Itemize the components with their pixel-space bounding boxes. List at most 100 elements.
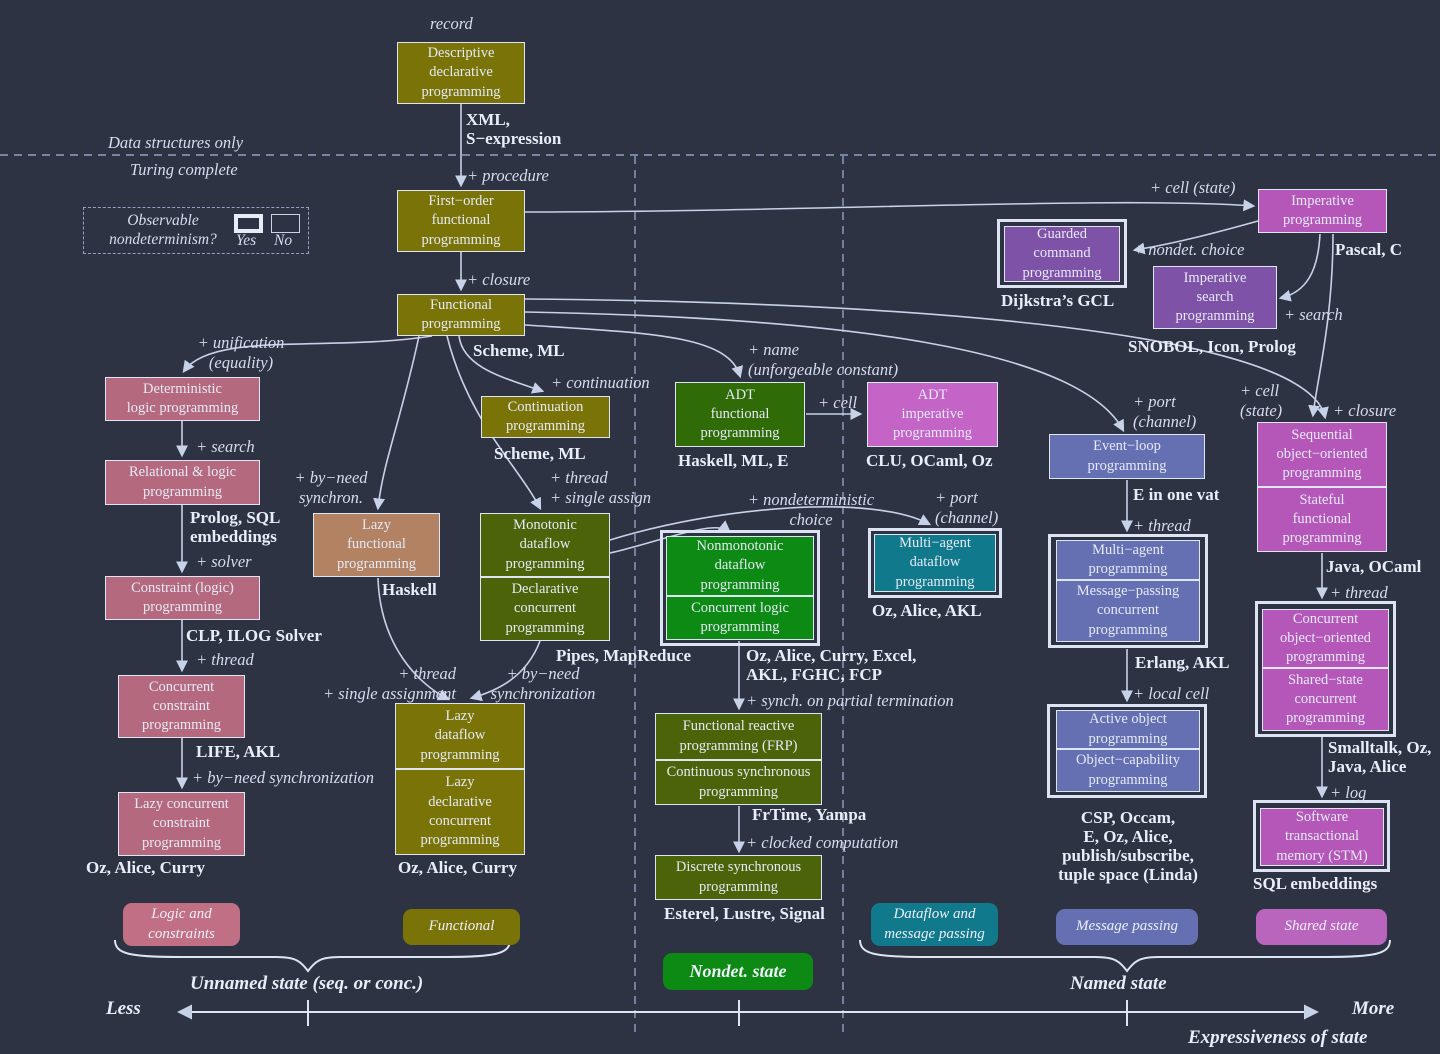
- legend-observable-nondeterminism: Observable nondeterminism? Yes No: [83, 207, 309, 254]
- label-scheme-ml-1: Scheme, ML: [473, 341, 565, 360]
- group-multiagent-dataflow-frame: [868, 528, 1002, 598]
- node-line: logic programming: [126, 400, 239, 416]
- node-line: Sequential: [1291, 426, 1353, 443]
- group-concurrent-oo-stack: [1255, 601, 1396, 737]
- node-guarded-command: Guarded command programming: [1004, 226, 1120, 282]
- arrow-functional-to-deterministic-logic: [182, 335, 433, 373]
- node-line: programming: [700, 425, 780, 442]
- node-line: programming: [420, 832, 500, 849]
- node-active-object: Active object programming: [1056, 710, 1200, 749]
- badge-dataflow-message-passing: Dataflow and message passing: [871, 903, 998, 946]
- node-line: programming (FRP): [679, 737, 798, 754]
- node-line: programming: [421, 83, 501, 100]
- label-plus-byneed-synchron: + by−need synchron.: [294, 468, 368, 508]
- node-discrete-synchronous: Discrete synchronous programming: [655, 855, 822, 900]
- node-line: programming: [1087, 457, 1167, 474]
- group-guarded-frame: [997, 219, 1127, 288]
- label-e-in-one-vat: E in one vat: [1133, 485, 1220, 504]
- label-named-state: Named state: [1070, 973, 1167, 994]
- label-plus-port-channel-1: + port (channel): [935, 488, 999, 528]
- node-line: Imperative: [1183, 269, 1247, 286]
- legend-no-label: No: [274, 232, 293, 249]
- node-line: programming: [699, 783, 778, 800]
- node-shared-state-concurrent: Shared−state concurrent programming: [1262, 668, 1389, 731]
- arrow-imperative-to-sequential-oo: [1308, 233, 1334, 418]
- arrow-functional-to-sequential-oo: [524, 298, 1329, 420]
- node-descriptive-declarative: Descriptive declarative programming: [397, 42, 525, 104]
- node-lazy-dataflow: Lazy dataflow programming: [395, 703, 525, 769]
- node-adt-imperative: ADT imperative programming: [867, 382, 998, 447]
- arrow-monotonic-to-multiagent-dataflow: [609, 506, 932, 541]
- node-line: Multi−agent: [899, 535, 971, 552]
- label-plus-port-channel-2: + port (channel): [1133, 392, 1197, 432]
- badge-logic-and-constraints: Logic and constraints: [123, 903, 240, 946]
- label-plus-cell-state-right: + cell (state): [1240, 381, 1283, 421]
- node-line: programming: [1286, 649, 1365, 666]
- node-line: ADT: [917, 386, 948, 403]
- node-line: Lazy: [362, 517, 391, 534]
- node-line: programming: [421, 231, 501, 248]
- node-line: programming: [421, 316, 501, 332]
- node-line: programming: [505, 619, 585, 636]
- label-haskell-ml-e: Haskell, ML, E: [678, 451, 789, 470]
- node-line: declarative: [428, 793, 492, 810]
- node-line: Object−capability: [1076, 752, 1180, 769]
- node-line: Functional reactive: [682, 718, 795, 735]
- node-line: Message−passing: [1076, 583, 1180, 600]
- node-line: programming: [700, 619, 780, 635]
- node-concurrent-logic: Concurrent logic programming: [666, 596, 814, 640]
- node-line: programming: [1175, 308, 1255, 325]
- label-plus-byneed-synchronization-2: + by−need synchronization: [490, 664, 596, 704]
- label-plus-cell-state-top: + cell (state): [1150, 178, 1236, 197]
- node-line: Descriptive: [427, 45, 495, 62]
- badge-line: Shared state: [1284, 918, 1359, 935]
- label-dijkstras-gcl: Dijkstra’s GCL: [1001, 291, 1115, 310]
- node-line: programming: [699, 878, 778, 895]
- label-plus-thread-left: + thread: [196, 650, 254, 669]
- label-clp-ilog-solver: CLP, ILOG Solver: [186, 626, 322, 645]
- arrow-declarative-to-lazy-dataflow: [469, 640, 541, 702]
- label-frtime-yampa: FrTime, Yampa: [752, 805, 867, 824]
- node-imperative-search: Imperative search programming: [1153, 266, 1277, 329]
- node-nonmonotonic-dataflow: Nonmonotonic dataflow programming: [666, 536, 814, 596]
- node-functional-reactive: Functional reactive programming (FRP): [655, 713, 822, 760]
- label-clu-ocaml-oz: CLU, OCaml, Oz: [866, 451, 993, 470]
- node-line: Continuous synchronous: [666, 764, 811, 781]
- arrow-imperative-to-imperative-search: [1278, 233, 1321, 302]
- node-functional-programming: Functional programming: [397, 294, 525, 336]
- label-plus-unification: + unification (equality): [197, 333, 285, 373]
- label-csp-occam-linda: CSP, Occam, E, Oz, Alice, publish/subscr…: [1058, 808, 1198, 885]
- arrow-functional-to-lazy-functional: [373, 335, 420, 511]
- label-oz-alice-curry-2: Oz, Alice, Curry: [398, 858, 517, 877]
- label-sql-embeddings: SQL embeddings: [1253, 874, 1378, 893]
- label-xml-s-expression: XML, S−expression: [466, 110, 562, 149]
- node-line: programming: [1022, 264, 1102, 281]
- node-line: ADT: [725, 386, 755, 403]
- badge-nondet-state: Nondet. state: [663, 953, 813, 990]
- node-line: programming: [142, 834, 221, 851]
- node-line: Constraint (logic): [131, 579, 234, 596]
- node-line: programming: [895, 573, 975, 590]
- node-line: object−oriented: [1279, 629, 1372, 646]
- node-imperative-programming: Imperative programming: [1258, 189, 1387, 233]
- label-plus-nondeterministic-choice: + nondeterministic choice: [747, 490, 875, 530]
- label-plus-procedure: + procedure: [467, 166, 549, 185]
- node-line: Functional: [429, 296, 493, 313]
- node-line: Concurrent: [148, 678, 215, 695]
- label-oz-alice-curry-excel: Oz, Alice, Curry, Excel, AKL, FGHC, FCP: [746, 646, 917, 685]
- node-lazy-concurrent-constraint: Lazy concurrent constraint programming: [118, 792, 245, 856]
- node-line: dataflow: [519, 536, 571, 553]
- label-plus-name: + name (unforgeable constant): [748, 340, 899, 380]
- node-line: transactional: [1284, 828, 1360, 845]
- label-plus-continuation: + continuation: [551, 373, 650, 392]
- node-line: imperative: [901, 405, 964, 422]
- badge-functional: Functional: [403, 909, 520, 945]
- node-declarative-concurrent: Declarative concurrent programming: [480, 577, 610, 641]
- group-multiagent-stack: [1048, 534, 1208, 648]
- label-plus-solver: + solver: [196, 552, 252, 571]
- label-life-akl: LIFE, AKL: [196, 742, 281, 761]
- node-software-transactional-memory: Software transactional memory (STM): [1260, 808, 1384, 866]
- node-lazy-declarative-concurrent: Lazy declarative concurrent programming: [395, 769, 525, 855]
- label-erlang-akl: Erlang, AKL: [1135, 653, 1230, 672]
